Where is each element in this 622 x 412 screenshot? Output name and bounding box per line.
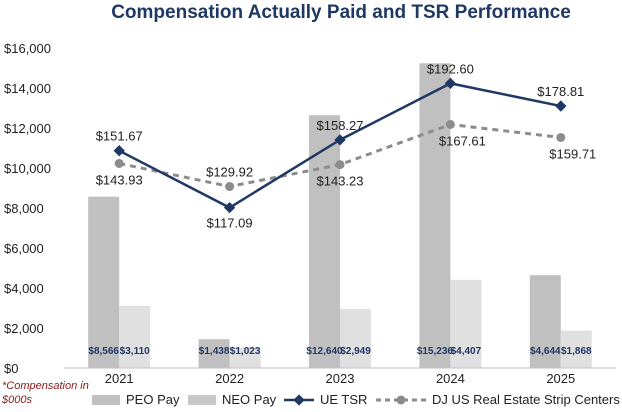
legend-neo-swatch	[188, 395, 216, 405]
ue-tsr-value-label: $151.67	[96, 129, 143, 144]
neo-pay-value-label: $2,949	[340, 346, 371, 357]
y-tick-label: $0	[4, 361, 18, 376]
y-tick-label: $2,000	[4, 321, 44, 336]
legend-dj-marker	[396, 395, 406, 405]
y-tick-label: $12,000	[4, 121, 51, 136]
lines-layer: $151.67 $143.93 $117.09 $129.92 $158.27 $143.…	[96, 61, 597, 230]
dj-index-point	[556, 132, 566, 142]
y-tick-label: $10,000	[4, 161, 51, 176]
ue-tsr-point	[555, 100, 567, 112]
x-tick-label: 2022	[215, 371, 244, 386]
peo-pay-bar	[419, 63, 451, 368]
peo-pay-bar	[88, 196, 120, 368]
neo-pay-bar	[229, 347, 261, 368]
legend-dj-label: DJ US Real Estate Strip Centers	[432, 392, 620, 407]
x-axis: 2021 2022 2023 2024 2025	[105, 371, 576, 386]
dj-index-point	[445, 119, 455, 129]
neo-pay-value-label: $1,023	[230, 346, 261, 357]
y-tick-label: $14,000	[4, 81, 51, 96]
peo-pay-bar	[309, 115, 340, 368]
legend-neo-label: NEO Pay	[222, 392, 277, 407]
y-tick-label: $4,000	[4, 281, 44, 296]
legend-tsr-marker	[293, 394, 305, 406]
peo-pay-value-label: $1,438	[199, 346, 230, 357]
ue-tsr-point	[113, 145, 125, 157]
peo-pay-bar	[529, 275, 561, 368]
dj-index-point	[335, 160, 345, 170]
neo-pay-bar	[340, 309, 371, 368]
dj-index-value-label: $143.93	[96, 172, 143, 187]
peo-pay-value-label: $8,566	[88, 346, 119, 357]
legend-tsr-label: UE TSR	[320, 392, 367, 407]
neo-pay-value-label: $1,868	[561, 346, 592, 357]
legend: PEO Pay NEO Pay UE TSR DJ US Real Estate St…	[92, 392, 620, 407]
legend-peo-label: PEO Pay	[126, 392, 180, 407]
y-tick-label: $16,000	[4, 41, 51, 56]
neo-pay-bar	[560, 330, 592, 368]
dj-index-value-label: $167.61	[439, 133, 486, 148]
y-tick-label: $6,000	[4, 241, 44, 256]
neo-pay-value-label: $3,110	[120, 346, 150, 357]
dj-index-value-label: $143.23	[317, 174, 364, 189]
footnote-line-2: $000s	[1, 394, 32, 406]
neo-pay-value-label: $4,407	[451, 346, 482, 357]
dj-index-point	[225, 182, 235, 192]
x-tick-label: 2021	[105, 371, 134, 386]
legend-peo-swatch	[92, 395, 120, 405]
ue-tsr-point	[223, 201, 236, 214]
dj-index-value-label: $129.92	[206, 165, 253, 180]
ue-tsr-value-label: $158.27	[317, 118, 364, 133]
dj-index-value-label: $159.71	[549, 146, 596, 161]
peo-pay-value-label: $4,644	[530, 346, 561, 357]
footnote-line-1: *Compensation in	[2, 380, 89, 392]
ue-tsr-value-label: $192.60	[427, 61, 474, 76]
peo-pay-bar	[198, 339, 230, 368]
y-axis: $0 $2,000 $4,000 $6,000 $8,000 $10,000 $12,000…	[4, 41, 51, 376]
ue-tsr-value-label: $117.09	[207, 216, 253, 231]
neo-pay-bar	[450, 279, 482, 368]
ue-tsr-point	[334, 134, 346, 146]
neo-pay-bar	[119, 305, 151, 368]
x-tick-label: 2025	[546, 371, 575, 386]
chart-title: Compensation Actually Paid and TSR Perfo…	[111, 2, 571, 23]
bars-layer: $8,566 $3,110 $1,438 $1,023 $12,640$2,949 $15…	[64, 63, 616, 369]
x-tick-label: 2024	[436, 371, 465, 386]
ue-tsr-value-label: $178.81	[537, 84, 584, 99]
dj-index-point	[114, 158, 124, 168]
peo-pay-value-label: $15,236	[417, 346, 454, 357]
y-tick-label: $8,000	[4, 201, 44, 216]
x-tick-label: 2023	[326, 371, 355, 386]
peo-pay-value-label: $12,640	[306, 346, 343, 357]
